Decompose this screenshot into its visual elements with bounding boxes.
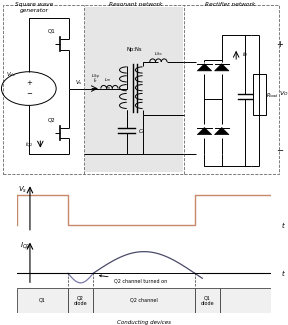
- Text: −: −: [26, 91, 32, 97]
- Text: $I_{Q2}$: $I_{Q2}$: [20, 241, 30, 251]
- Text: Q2 channel turned on: Q2 channel turned on: [100, 275, 167, 283]
- Text: Rectifier network: Rectifier network: [205, 2, 255, 7]
- Text: Q1: Q1: [48, 29, 56, 34]
- Bar: [17, 288, 68, 313]
- Bar: [253, 74, 266, 115]
- Polygon shape: [215, 64, 229, 71]
- Text: Q1
diode: Q1 diode: [200, 295, 214, 306]
- Text: $I_r$: $I_r$: [92, 76, 98, 85]
- Text: $V_s$: $V_s$: [75, 78, 83, 87]
- Text: −: −: [276, 146, 283, 155]
- Text: $I_m$: $I_m$: [105, 85, 111, 92]
- Text: Q2 channel: Q2 channel: [130, 298, 158, 303]
- Text: $L_m$: $L_m$: [104, 76, 112, 84]
- Text: Square wave
generator: Square wave generator: [16, 2, 54, 13]
- Text: +: +: [276, 40, 283, 49]
- Text: Q2
diode: Q2 diode: [74, 295, 88, 306]
- Text: $V_{dc}$: $V_{dc}$: [6, 70, 17, 79]
- Text: $t$: $t$: [281, 220, 286, 230]
- Bar: [93, 288, 195, 313]
- Text: $C_r$: $C_r$: [138, 127, 146, 136]
- Bar: [220, 288, 271, 313]
- Text: $I_D$: $I_D$: [242, 50, 248, 59]
- Text: Conducting devices: Conducting devices: [117, 320, 171, 325]
- Text: +: +: [26, 80, 32, 86]
- Text: Resonant network: Resonant network: [109, 2, 162, 7]
- Polygon shape: [215, 127, 229, 135]
- Text: $L_{lks}$: $L_{lks}$: [154, 51, 163, 58]
- Text: Np:Ns: Np:Ns: [127, 47, 143, 52]
- Text: Q1: Q1: [39, 298, 46, 303]
- Polygon shape: [197, 127, 212, 135]
- Polygon shape: [197, 64, 212, 71]
- Bar: [85, 7, 183, 172]
- Text: Q2: Q2: [48, 117, 56, 122]
- Text: $V_O$: $V_O$: [279, 89, 288, 98]
- Text: $R_{load}$: $R_{load}$: [266, 91, 279, 100]
- Text: $I_{Q2}$: $I_{Q2}$: [25, 141, 33, 150]
- Text: $V_s$: $V_s$: [18, 185, 27, 195]
- Text: $L_{lkp}$: $L_{lkp}$: [91, 72, 99, 82]
- Bar: [195, 288, 220, 313]
- Bar: [68, 288, 93, 313]
- Text: $t$: $t$: [281, 268, 286, 278]
